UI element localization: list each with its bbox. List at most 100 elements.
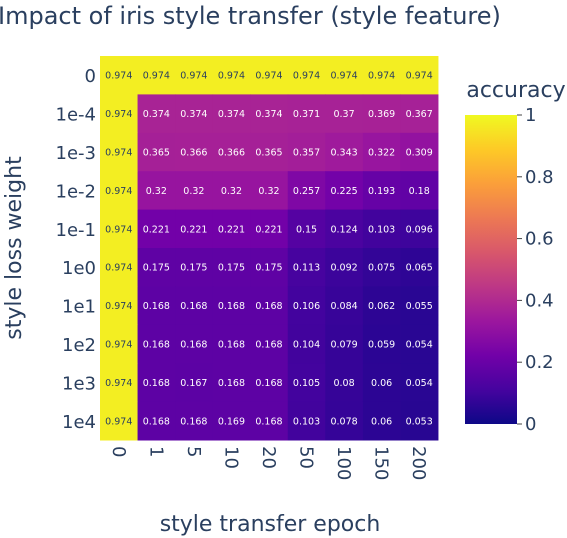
y-tick-label: 1e3 xyxy=(62,373,96,394)
heatmap-cell-label: 0.168 xyxy=(218,340,245,351)
heatmap-cell xyxy=(250,363,289,403)
heatmap-cell xyxy=(325,401,364,441)
heatmap-cell xyxy=(100,56,139,95)
heatmap-cell-label: 0.225 xyxy=(330,186,357,197)
heatmap-cell xyxy=(175,132,214,172)
heatmap-cell xyxy=(362,56,401,95)
x-tick-label: 5 xyxy=(183,446,204,457)
y-tick-label: 1e-1 xyxy=(56,220,96,241)
heatmap-cell-label: 0.055 xyxy=(406,301,433,312)
heatmap-cell xyxy=(250,209,289,249)
heatmap-cell-label: 0.322 xyxy=(368,148,395,159)
heatmap-cell xyxy=(287,363,326,403)
heatmap-cell xyxy=(325,132,364,172)
heatmap-cell-label: 0.369 xyxy=(368,109,395,120)
heatmap-cell-label: 0.367 xyxy=(406,109,433,120)
heatmap-cell-label: 0.168 xyxy=(255,416,282,427)
heatmap-cell-label: 0.374 xyxy=(180,109,207,120)
colorbar-tick-label: 0.4 xyxy=(525,290,554,311)
heatmap-cell-label: 0.221 xyxy=(218,224,245,235)
heatmap-cell xyxy=(250,94,289,134)
x-tick-label: 0 xyxy=(108,446,129,457)
heatmap-cell xyxy=(100,171,139,211)
heatmap-cell xyxy=(100,248,139,287)
chart-title: Impact of iris style transfer (style fea… xyxy=(0,2,501,30)
heatmap-cell xyxy=(212,363,251,403)
heatmap-cell-label: 0.371 xyxy=(293,109,320,120)
colorbar-tick-label: 0.6 xyxy=(525,229,554,250)
heatmap-cell xyxy=(400,171,439,211)
heatmap-cell-label: 0.343 xyxy=(330,148,357,159)
heatmap-cell xyxy=(137,94,176,134)
heatmap-cell xyxy=(212,286,251,326)
heatmap-cell-label: 0.974 xyxy=(105,109,132,120)
heatmap-cell xyxy=(100,209,139,249)
heatmap-cell-label: 0.084 xyxy=(330,301,357,312)
heatmap-cell-label: 0.357 xyxy=(293,148,320,159)
heatmap-cell xyxy=(400,324,439,364)
heatmap-cell-label: 0.054 xyxy=(406,340,433,351)
heatmap-cell xyxy=(212,324,251,364)
heatmap-cell-label: 0.221 xyxy=(143,224,170,235)
heatmap-cell-label: 0.365 xyxy=(255,148,282,159)
heatmap-cell xyxy=(175,56,214,95)
heatmap-cell-label: 0.974 xyxy=(105,263,132,274)
heatmap-cell-label: 0.168 xyxy=(180,301,207,312)
y-tick-label: 0 xyxy=(85,66,96,87)
heatmap-cell xyxy=(212,248,251,287)
heatmap-cell-label: 0.175 xyxy=(218,263,245,274)
heatmap-cell xyxy=(100,132,139,172)
heatmap-cell-label: 0.168 xyxy=(180,340,207,351)
heatmap-cell-label: 0.175 xyxy=(180,263,207,274)
heatmap-cells: 0.974 0.974 0.974 0.974 0.974 0.974 0.974 0.974… xyxy=(100,56,439,441)
colorbar-title: accuracy xyxy=(466,78,565,103)
heatmap-cell xyxy=(362,209,401,249)
heatmap-cell xyxy=(212,94,251,134)
heatmap-cell-label: 0.366 xyxy=(180,148,207,159)
colorbar-ticks: 0 0.2 0.4 0.6 0.8 1 xyxy=(517,105,554,435)
heatmap-cell xyxy=(400,401,439,441)
heatmap-cell-label: 0.374 xyxy=(218,109,245,120)
heatmap-cell-label: 0.168 xyxy=(255,378,282,389)
heatmap-cell xyxy=(287,286,326,326)
heatmap-cell xyxy=(400,363,439,403)
heatmap-cell xyxy=(362,401,401,441)
heatmap-cell-label: 0.221 xyxy=(255,224,282,235)
heatmap-cell xyxy=(175,324,214,364)
heatmap-cell xyxy=(212,209,251,249)
heatmap-cell xyxy=(325,56,364,95)
heatmap-cell xyxy=(137,401,176,441)
heatmap-cell xyxy=(100,286,139,326)
heatmap-cell xyxy=(325,324,364,364)
heatmap-cell xyxy=(250,401,289,441)
heatmap-cell-label: 0.103 xyxy=(368,224,395,235)
heatmap-cell-label: 0.374 xyxy=(143,109,170,120)
heatmap-cell-label: 0.37 xyxy=(333,109,354,120)
heatmap-cell-label: 0.32 xyxy=(146,186,167,197)
heatmap-cell-label: 0.08 xyxy=(333,378,354,389)
y-tick-labels: 0 1e-4 1e-3 1e-2 1e-1 1e0 1e1 1e2 1e3 1e4 xyxy=(56,66,96,433)
heatmap-cell-label: 0.168 xyxy=(143,340,170,351)
heatmap-cell-label: 0.974 xyxy=(105,71,132,82)
heatmap-cell-label: 0.168 xyxy=(255,340,282,351)
x-tick-label: 200 xyxy=(408,446,429,480)
heatmap-cell xyxy=(250,248,289,287)
heatmap-cell-label: 0.175 xyxy=(143,263,170,274)
heatmap-cell xyxy=(325,94,364,134)
heatmap-cell xyxy=(325,248,364,287)
heatmap-cell-label: 0.168 xyxy=(143,301,170,312)
heatmap-cell-label: 0.974 xyxy=(105,186,132,197)
y-tick-label: 1e-4 xyxy=(56,105,96,126)
heatmap-cell xyxy=(400,56,439,95)
heatmap-cell-label: 0.974 xyxy=(330,71,357,82)
heatmap-cell xyxy=(250,286,289,326)
y-axis-title: style loss weight xyxy=(2,156,27,340)
heatmap-cell xyxy=(400,94,439,134)
heatmap-cell xyxy=(325,209,364,249)
heatmap-cell-label: 0.366 xyxy=(218,148,245,159)
heatmap-cell-label: 0.32 xyxy=(221,186,242,197)
heatmap-cell-label: 0.974 xyxy=(180,71,207,82)
heatmap-cell-label: 0.374 xyxy=(255,109,282,120)
heatmap-cell xyxy=(137,56,176,95)
